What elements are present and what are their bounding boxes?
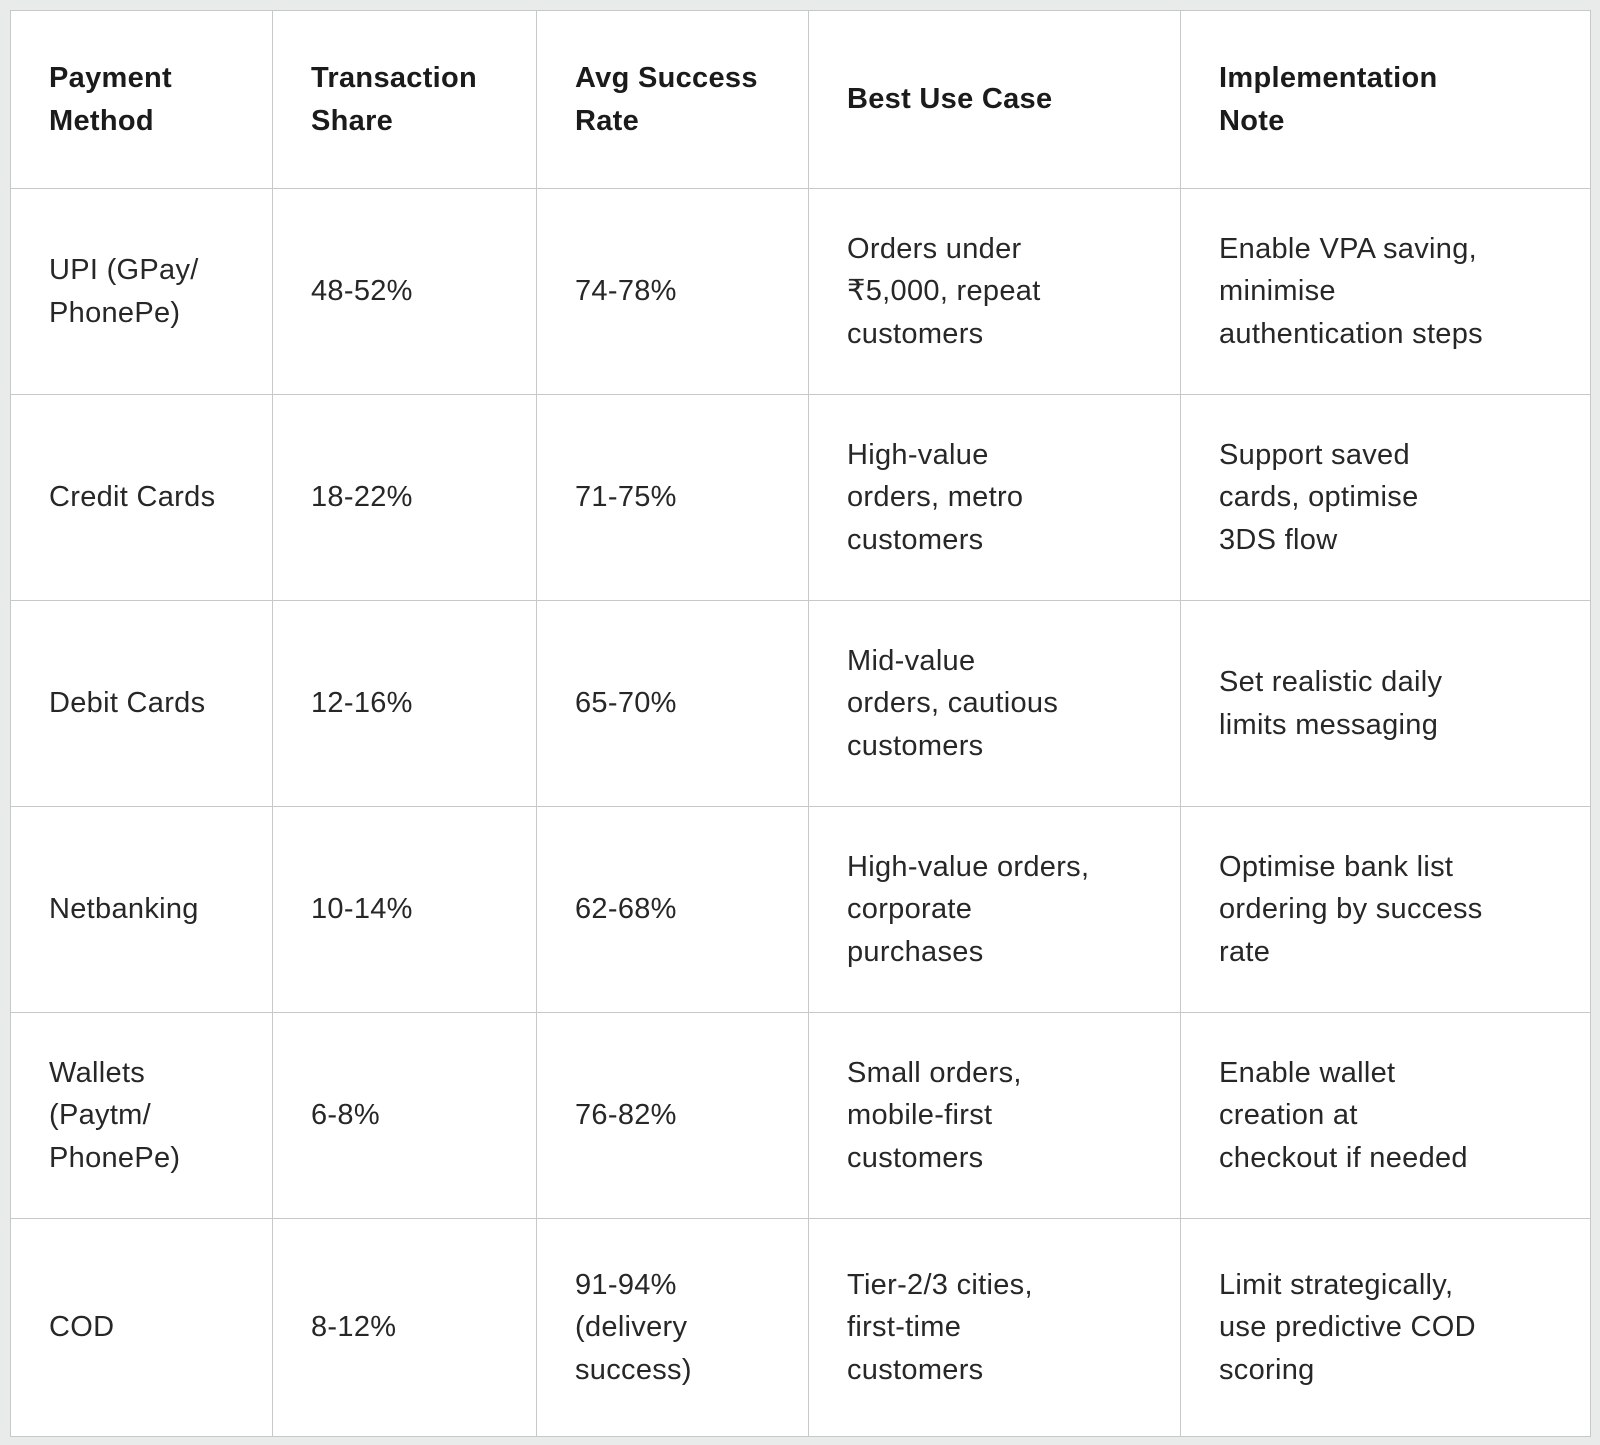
cell-payment-method: Debit Cards (10, 600, 273, 807)
table-body: UPI (GPay/ PhonePe) 48-52% 74-78% Orders… (10, 188, 1591, 1437)
cell-implementation-note: Optimise bank list ordering by success r… (1180, 806, 1591, 1013)
cell-best-use-case: Small orders, mobile-first customers (808, 1012, 1181, 1219)
cell-best-use-case: High-value orders, corporate purchases (808, 806, 1181, 1013)
table-row: UPI (GPay/ PhonePe) 48-52% 74-78% Orders… (10, 188, 1591, 395)
cell-transaction-share: 12-16% (272, 600, 537, 807)
cell-implementation-note: Set realistic daily limits messaging (1180, 600, 1591, 807)
cell-implementation-note: Enable wallet creation at checkout if ne… (1180, 1012, 1591, 1219)
table-header-row: Payment Method Transaction Share Avg Suc… (10, 10, 1591, 189)
payment-methods-table-container: Payment Method Transaction Share Avg Suc… (10, 10, 1591, 1437)
cell-avg-success-rate: 62-68% (536, 806, 809, 1013)
payment-methods-table: Payment Method Transaction Share Avg Suc… (10, 10, 1591, 1437)
cell-avg-success-rate: 71-75% (536, 394, 809, 601)
cell-best-use-case: High-value orders, metro customers (808, 394, 1181, 601)
table-row: Netbanking 10-14% 62-68% High-value orde… (10, 806, 1591, 1013)
header-cell-implementation-note: Implementation Note (1180, 10, 1591, 189)
cell-transaction-share: 48-52% (272, 188, 537, 395)
cell-transaction-share: 6-8% (272, 1012, 537, 1219)
cell-best-use-case: Orders under ₹5,000, repeat customers (808, 188, 1181, 395)
cell-avg-success-rate: 65-70% (536, 600, 809, 807)
cell-implementation-note: Enable VPA saving, minimise authenticati… (1180, 188, 1591, 395)
table-row: Credit Cards 18-22% 71-75% High-value or… (10, 394, 1591, 601)
cell-payment-method: UPI (GPay/ PhonePe) (10, 188, 273, 395)
header-cell-avg-success-rate: Avg Success Rate (536, 10, 809, 189)
cell-payment-method: COD (10, 1218, 273, 1437)
header-cell-transaction-share: Transaction Share (272, 10, 537, 189)
cell-payment-method: Credit Cards (10, 394, 273, 601)
table-row: Debit Cards 12-16% 65-70% Mid-value orde… (10, 600, 1591, 807)
cell-best-use-case: Tier-2/3 cities, first-time customers (808, 1218, 1181, 1437)
cell-transaction-share: 18-22% (272, 394, 537, 601)
cell-avg-success-rate: 74-78% (536, 188, 809, 395)
cell-avg-success-rate: 91-94% (delivery success) (536, 1218, 809, 1437)
table-row: Wallets (Paytm/ PhonePe) 6-8% 76-82% Sma… (10, 1012, 1591, 1219)
cell-best-use-case: Mid-value orders, cautious customers (808, 600, 1181, 807)
cell-avg-success-rate: 76-82% (536, 1012, 809, 1219)
cell-implementation-note: Limit strategically, use predictive COD … (1180, 1218, 1591, 1437)
cell-payment-method: Wallets (Paytm/ PhonePe) (10, 1012, 273, 1219)
cell-transaction-share: 10-14% (272, 806, 537, 1013)
header-cell-best-use-case: Best Use Case (808, 10, 1181, 189)
cell-payment-method: Netbanking (10, 806, 273, 1013)
cell-transaction-share: 8-12% (272, 1218, 537, 1437)
header-cell-payment-method: Payment Method (10, 10, 273, 189)
cell-implementation-note: Support saved cards, optimise 3DS flow (1180, 394, 1591, 601)
table-row: COD 8-12% 91-94% (delivery success) Tier… (10, 1218, 1591, 1437)
